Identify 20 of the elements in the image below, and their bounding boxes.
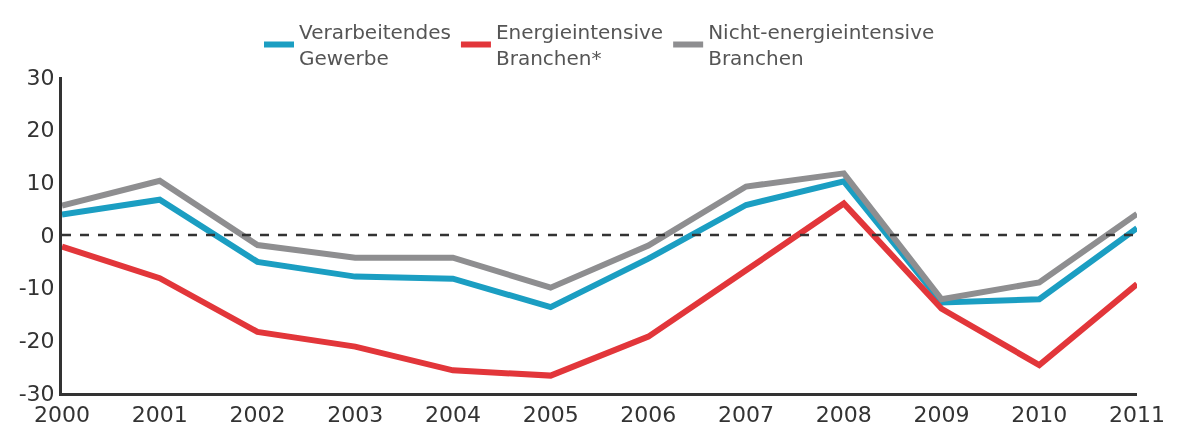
legend-label: Energieintensive Branchen* [495,20,664,71]
x-tick-label: 2008 [815,402,872,428]
x-tick-label: 2003 [327,402,384,428]
y-tick-label: -10 [18,275,55,301]
x-tick-label: 2009 [913,402,970,428]
y-tick-label: 10 [26,170,55,196]
x-tick-label: 2005 [522,402,579,428]
x-tick-label: 2007 [718,402,775,428]
legend-label: Nicht-energieintensive Branchen [708,20,935,71]
x-tick-label: 2004 [424,402,481,428]
x-tick-label: 2011 [1109,402,1165,428]
x-tick-label: 2002 [229,402,286,428]
y-tick-label: -20 [18,328,55,354]
x-tick-label: 2001 [131,402,188,428]
y-tick-label: 20 [26,117,55,143]
x-tick-label: 2010 [1011,402,1068,428]
x-tick-label: 2006 [620,402,677,428]
legend-label: Verarbeitendes Gewerbe [299,20,451,71]
y-tick-label: 0 [40,222,55,248]
y-tick-label: 30 [26,64,55,90]
